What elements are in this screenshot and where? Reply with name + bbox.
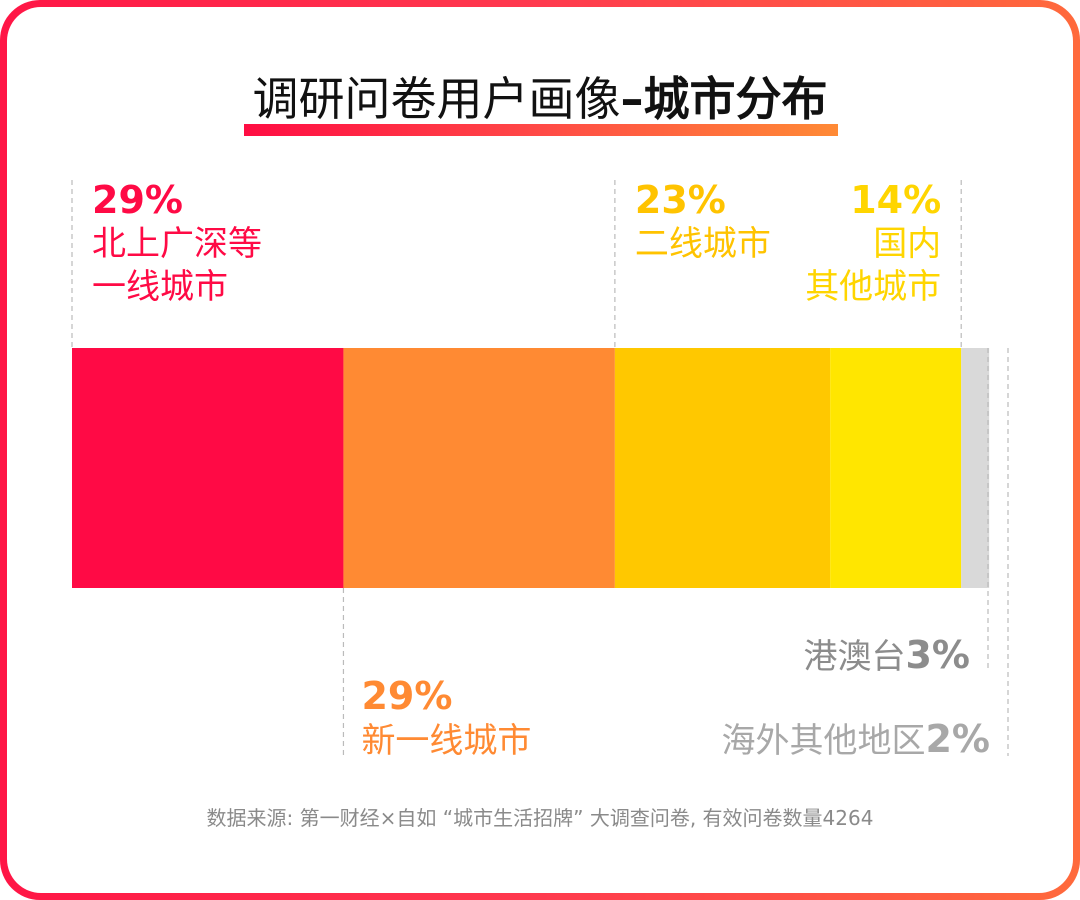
bar-segment-4 <box>830 348 962 588</box>
source-note: 数据来源: 第一财经×自如 “城市生活招牌” 大调查问卷, 有效问卷数量4264 <box>206 806 874 830</box>
bar-segment-5 <box>961 348 990 588</box>
segment-percent-2: 29% <box>361 674 452 718</box>
segment-percent-5: 3% <box>905 633 970 677</box>
segment-label-text-5: 港澳台 <box>803 637 905 677</box>
segment-label-5: 港澳台3% <box>803 633 970 677</box>
segment-label-3-1: 二线城市 <box>635 224 771 264</box>
title-underline <box>244 124 838 136</box>
chart-title-emphasis: –城市分布 <box>620 72 828 126</box>
segment-label-6: 海外其他地区2% <box>721 717 990 761</box>
segment-label-1-2: 一线城市 <box>92 267 228 307</box>
segment-percent-4: 14% <box>850 178 941 222</box>
bar-segment-1 <box>72 348 344 588</box>
bar-segment-3 <box>614 348 831 588</box>
segment-label-text-6: 海外其他地区 <box>721 721 925 761</box>
bar-segment-6 <box>989 348 1008 588</box>
segment-percent-3: 23% <box>635 178 726 222</box>
chart-title: 调研问卷用户画像–城市分布 <box>0 64 1080 134</box>
segment-percent-1: 29% <box>92 178 183 222</box>
bar-segment-2 <box>343 348 615 588</box>
segment-label-2-1: 新一线城市 <box>361 721 531 761</box>
segment-percent-6: 2% <box>925 717 990 761</box>
segment-label-1-1: 北上广深等 <box>92 224 262 264</box>
segment-label-4-1: 国内 <box>873 224 941 264</box>
chart-title-main: 调研问卷用户画像 <box>252 72 621 126</box>
segment-label-4-2: 其他城市 <box>805 267 941 307</box>
